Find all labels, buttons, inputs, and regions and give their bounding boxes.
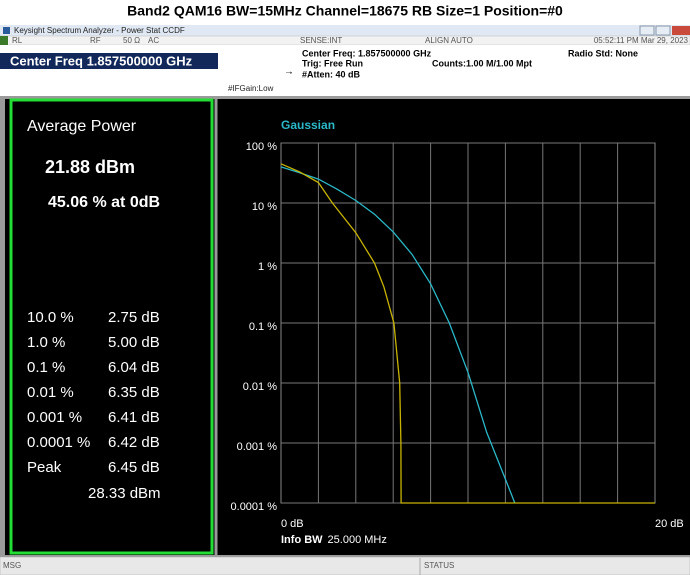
center-freq-box[interactable] (0, 53, 218, 69)
center-freq: Center Freq 1.857500000 GHz (10, 53, 193, 68)
y-tick-label: 100 % (246, 141, 277, 153)
status-row (0, 35, 690, 46)
row-value: 6.42 dB (108, 434, 160, 451)
status-align: ALIGN AUTO (425, 36, 473, 45)
counts: Counts:1.00 M/1.00 Mpt (432, 58, 532, 68)
status-sense: SENSE:INT (300, 36, 342, 45)
y-tick-label: 0.1 % (249, 321, 277, 333)
row-level: 0.001 % (27, 409, 82, 426)
row-value: 6.04 dB (108, 359, 160, 376)
ccdf-chart: 100 % 10 % 1 % 0.1 % 0.01 % 0.001 % 0.0001 %0 … (231, 118, 684, 546)
row-level: Peak (27, 459, 62, 476)
legend-label: Gaussian (281, 118, 335, 132)
trig: Trig: Free Run (302, 58, 363, 68)
peak-power: 28.33 dBm (88, 485, 161, 502)
results-panel[interactable] (9, 98, 214, 555)
percent-at-0db: 45.06 % at 0dB (48, 194, 160, 211)
y-tick-label: 10 % (252, 201, 277, 213)
page-title: Band2 QAM16 BW=15MHz Channel=18675 RB Si… (127, 3, 563, 19)
radio-std: Radio Std: None (568, 48, 638, 58)
status-impedance: 50 Ω (123, 36, 140, 45)
status-rl: RL (12, 36, 23, 45)
row-level: 1.0 % (27, 334, 65, 351)
maximize[interactable] (655, 25, 671, 36)
x-tick-label: 20 dB (655, 518, 684, 530)
footer-msg: MSG (3, 561, 21, 570)
row-level: 0.0001 % (27, 434, 90, 451)
display (5, 99, 690, 555)
y-tick-label: 0.01 % (243, 381, 277, 393)
row-value: 6.45 dB (108, 459, 160, 476)
trig-icon: → (284, 67, 294, 78)
average-power: 21.88 dBm (45, 157, 135, 177)
row-value: 5.00 dB (108, 334, 160, 351)
app-icon (3, 27, 10, 34)
status-icon (0, 36, 8, 45)
minimize[interactable] (639, 25, 655, 36)
results-table: 10.0 % 2.75 dB 1.0 % 5.00 dB 0.1 % 6.04 dB 0.0… (27, 309, 160, 476)
y-tick-label: 0.001 % (237, 441, 278, 453)
center-freq-info: Center Freq: 1.857500000 GHz (302, 48, 432, 58)
status-coupling: AC (148, 36, 159, 45)
window-title: Keysight Spectrum Analyzer - Power Stat … (14, 26, 185, 35)
status-rf: RF (90, 36, 101, 45)
y-tick-label: 1 % (258, 261, 277, 273)
info-bw-label: Info BW (281, 534, 323, 546)
results-heading: Average Power (27, 118, 137, 135)
row-value: 2.75 dB (108, 309, 160, 326)
close[interactable] (672, 26, 690, 35)
series-line (280, 163, 655, 504)
info-bw: 25.000 MHz (328, 534, 387, 546)
row-value: 6.41 dB (108, 409, 160, 426)
series-line (280, 166, 516, 504)
row-value: 6.35 dB (108, 384, 160, 401)
status-time: 05:52:11 PM Mar 29, 2023 (594, 36, 689, 45)
row-level: 10.0 % (27, 309, 74, 326)
atten: #Atten: 40 dB (302, 69, 361, 79)
row-level: 0.01 % (27, 384, 74, 401)
row-level: 0.1 % (27, 359, 65, 376)
x-tick-label: 0 dB (281, 518, 304, 530)
footer-bar (0, 556, 690, 575)
if-gain: #IFGain:Low (228, 84, 274, 93)
title-bar (0, 25, 690, 36)
y-tick-label: 0.0001 % (231, 501, 278, 513)
footer-status: STATUS (424, 561, 454, 570)
